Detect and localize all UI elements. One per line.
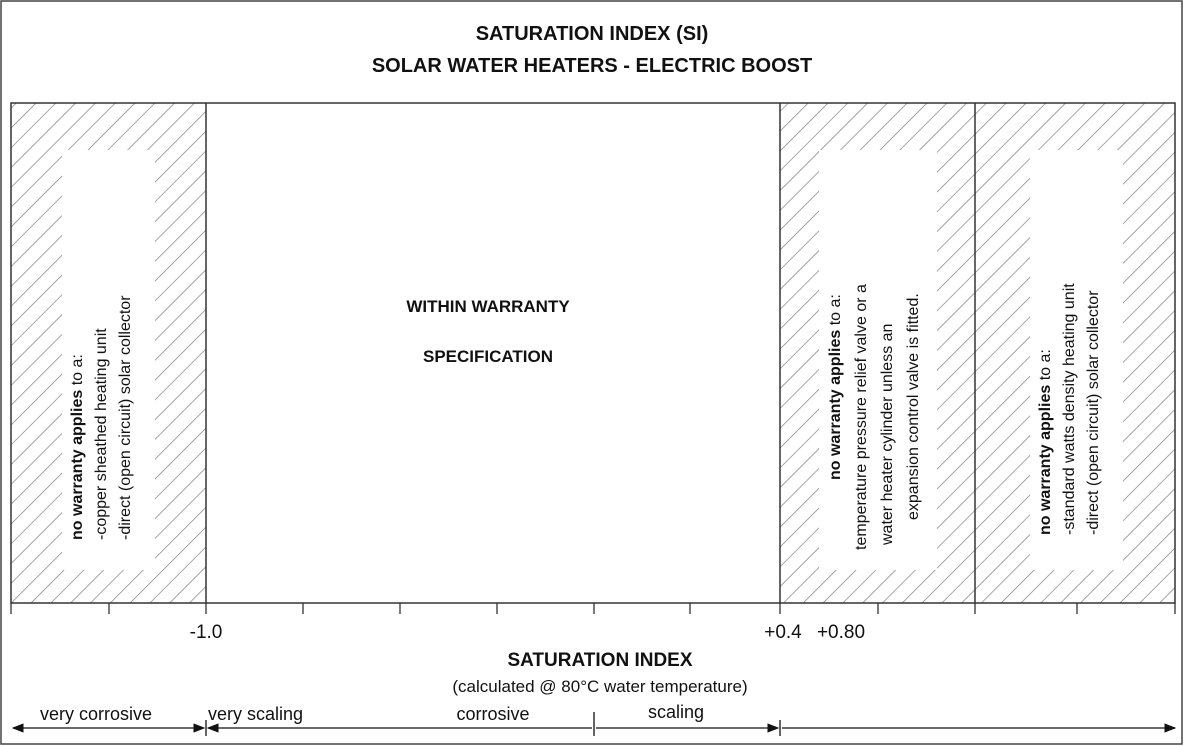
diagram-title-line1: SATURATION INDEX (SI) <box>476 23 709 45</box>
zone-right1-rest: to a: <box>827 294 844 330</box>
within-warranty-label: WITHIN WARRANTY <box>406 297 570 316</box>
zone-left-label-bg <box>62 150 155 570</box>
zone-right1-bold: no warranty applies <box>827 330 844 480</box>
zone-right2-text-line2: -standard watts density heating unit <box>1061 283 1078 535</box>
zone-left-text-line2: -copper sheathed heating unit <box>93 328 110 540</box>
zone-right1-text-line1: no warranty applies to a: <box>827 294 844 480</box>
tick-label-plus-pt4: +0.4 <box>764 622 802 643</box>
range-label-very-scaling: very scaling <box>208 704 303 724</box>
zone-right1-text-line3: water heater cylinder unless an <box>879 324 896 546</box>
range-label-very-corrosive: very corrosive <box>40 704 152 724</box>
axis-subtitle: (calculated @ 80°C water temperature) <box>452 677 747 696</box>
zone-right1-text-line2: temperature pressure relief valve or a <box>853 284 870 550</box>
zone-right2-text-line1: no warranty applies to a: <box>1037 349 1054 535</box>
zone-left-bold: no warranty applies <box>69 390 86 540</box>
range-label-corrosive: corrosive <box>456 704 529 724</box>
tick-label-plus-pt8: +0.80 <box>817 622 865 643</box>
zone-right1-label-bg <box>819 150 937 570</box>
zone-right2-label-bg <box>1030 150 1123 570</box>
zone-right1-text-line4: expansion control valve is fitted. <box>905 293 922 520</box>
axis-title: SATURATION INDEX <box>507 650 692 671</box>
zone-left-text-line3: -direct (open circuit) solar collector <box>117 295 134 540</box>
specification-label: SPECIFICATION <box>423 347 553 366</box>
tick-label-minus-one: -1.0 <box>190 622 223 643</box>
zone-right2-text-line3: -direct (open circuit) solar collector <box>1085 290 1102 535</box>
zone-right2-rest: to a: <box>1037 349 1054 385</box>
axis-ticks <box>10 603 1176 614</box>
range-dividers <box>205 712 781 736</box>
zone-left-rest: to a: <box>69 354 86 390</box>
chart-box <box>10 102 1176 604</box>
diagram-title-line2: SOLAR WATER HEATERS - ELECTRIC BOOST <box>372 55 812 77</box>
range-label-scaling: scaling <box>648 702 704 722</box>
zone-left-text-line1: no warranty applies to a: <box>69 354 86 540</box>
zone-right2-bold: no warranty applies <box>1037 385 1054 535</box>
